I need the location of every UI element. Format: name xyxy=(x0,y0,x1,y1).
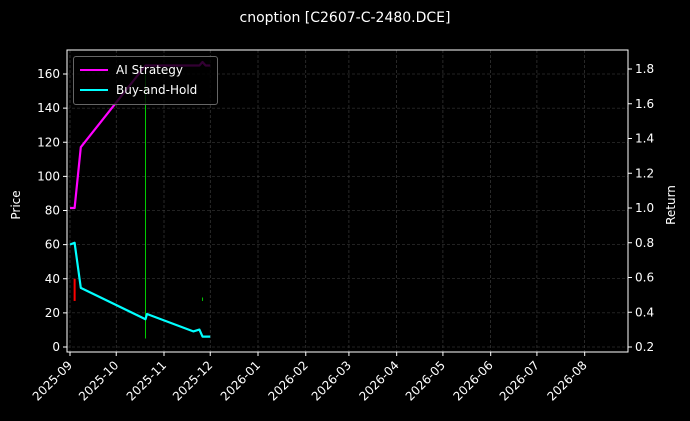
legend-label: Buy-and-Hold xyxy=(116,83,198,97)
svg-text:120: 120 xyxy=(37,135,60,149)
svg-text:0.4: 0.4 xyxy=(635,305,654,319)
svg-text:100: 100 xyxy=(37,169,60,183)
y-axis-label: Price xyxy=(9,190,23,219)
price-bars xyxy=(73,74,204,339)
svg-text:0.6: 0.6 xyxy=(635,271,654,285)
svg-text:140: 140 xyxy=(37,101,60,115)
svg-text:0.2: 0.2 xyxy=(635,340,654,354)
svg-text:2026-08: 2026-08 xyxy=(544,358,589,403)
legend: AI Strategy Buy-and-Hold xyxy=(73,56,218,105)
svg-text:1.8: 1.8 xyxy=(635,62,654,76)
svg-text:2026-07: 2026-07 xyxy=(497,358,542,403)
svg-text:0: 0 xyxy=(52,340,60,354)
svg-text:20: 20 xyxy=(45,306,60,320)
svg-text:2025-09: 2025-09 xyxy=(30,358,75,403)
y-axis-right: 0.2 0.4 0.6 0.8 1.0 1.2 1.4 1.6 1.8 xyxy=(628,62,654,354)
svg-text:1.2: 1.2 xyxy=(635,166,654,180)
svg-text:2025-11: 2025-11 xyxy=(124,358,169,403)
svg-text:2026-06: 2026-06 xyxy=(450,358,495,403)
svg-text:1.4: 1.4 xyxy=(635,132,654,146)
y2-axis-label: Return xyxy=(664,185,678,225)
legend-item-ai-strategy: AI Strategy xyxy=(80,61,183,79)
legend-swatch xyxy=(80,88,108,92)
svg-text:2025-12: 2025-12 xyxy=(170,358,215,403)
svg-text:2026-02: 2026-02 xyxy=(266,358,311,403)
legend-swatch xyxy=(80,68,108,72)
chart-title: cnoption [C2607-C-2480.DCE] xyxy=(239,10,451,26)
svg-text:2025-10: 2025-10 xyxy=(76,358,121,403)
legend-label: AI Strategy xyxy=(116,63,183,77)
svg-text:1.6: 1.6 xyxy=(635,97,654,111)
svg-text:2026-01: 2026-01 xyxy=(218,358,263,403)
grid-lines xyxy=(67,50,628,352)
x-axis: 2025-09 2025-10 2025-11 2025-12 2026-01 2026-… xyxy=(30,352,590,404)
svg-text:0.8: 0.8 xyxy=(635,236,654,250)
plot-frame xyxy=(66,49,629,353)
svg-text:2026-03: 2026-03 xyxy=(309,358,354,403)
svg-text:2026-04: 2026-04 xyxy=(356,358,401,403)
legend-item-buy-and-hold: Buy-and-Hold xyxy=(80,81,197,99)
svg-text:2026-05: 2026-05 xyxy=(403,358,448,403)
svg-text:1.0: 1.0 xyxy=(635,201,654,215)
svg-text:40: 40 xyxy=(45,272,60,286)
svg-text:80: 80 xyxy=(45,204,60,218)
y-axis-left: 0 20 40 60 80 100 120 140 160 xyxy=(37,67,67,354)
svg-text:60: 60 xyxy=(45,238,60,252)
svg-text:160: 160 xyxy=(37,67,60,81)
